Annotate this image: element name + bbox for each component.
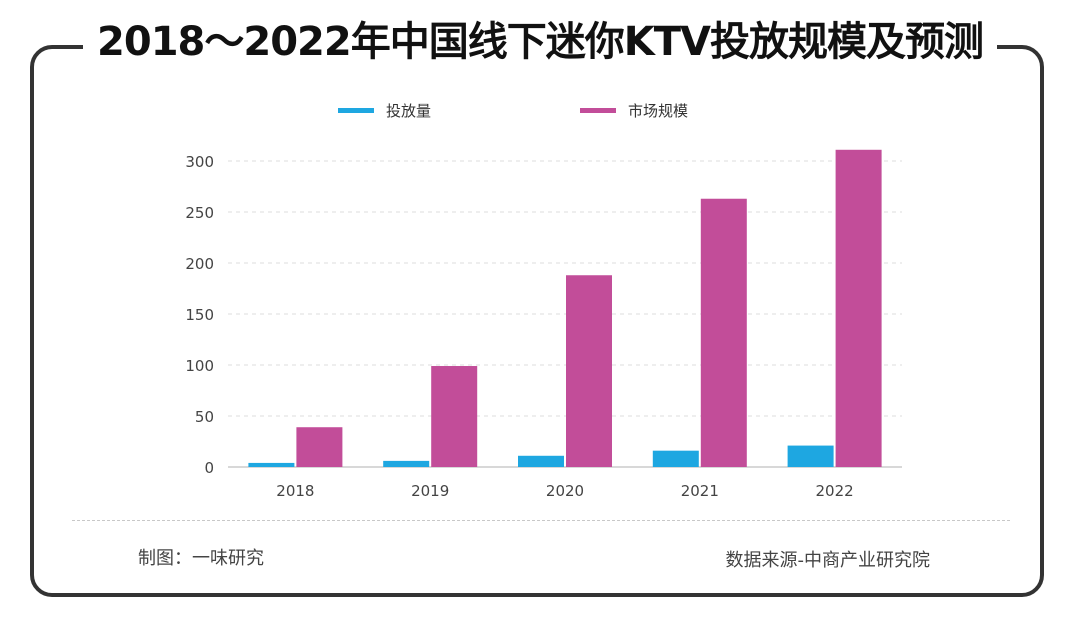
bar-volume [652,450,699,467]
bar-volume [518,455,564,467]
bar-market [700,198,747,468]
y-tick-label: 200 [185,255,214,273]
bar-volume [383,460,430,467]
legend-swatch-volume [338,108,374,113]
bar-market [835,149,882,467]
data-source: 数据来源-中商产业研究院 [725,550,931,571]
y-tick-label: 250 [185,204,214,222]
y-tick-label: 50 [195,408,214,426]
chart-author: 制图：一味研究 [138,548,264,569]
y-tick-label: 0 [204,459,214,477]
bar-market [431,366,478,467]
legend-item-market: 市场规模 [580,100,688,121]
bar-volume [787,445,834,467]
legend-item-volume: 投放量 [338,100,431,121]
footer-divider [72,520,1010,521]
x-tick-label: 2018 [276,482,314,500]
bar-volume [248,462,295,467]
legend-label-volume: 投放量 [386,102,432,120]
title-wrap: 2018～2022年中国线下迷你KTV投放规模及预测 [0,10,1080,74]
x-tick-label: 2019 [411,482,449,500]
y-tick-label: 150 [185,306,214,324]
y-tick-label: 300 [185,153,214,171]
bar-market [566,275,612,467]
chart-title: 2018～2022年中国线下迷你KTV投放规模及预测 [83,10,997,74]
x-tick-label: 2022 [816,482,854,500]
legend-swatch-market [580,108,616,113]
legend: 投放量 市场规模 [0,100,1080,120]
x-tick-label: 2020 [546,482,584,500]
bar-market [296,427,343,467]
legend-label-market: 市场规模 [628,102,689,120]
y-tick-label: 100 [185,357,214,375]
x-tick-label: 2021 [681,482,719,500]
